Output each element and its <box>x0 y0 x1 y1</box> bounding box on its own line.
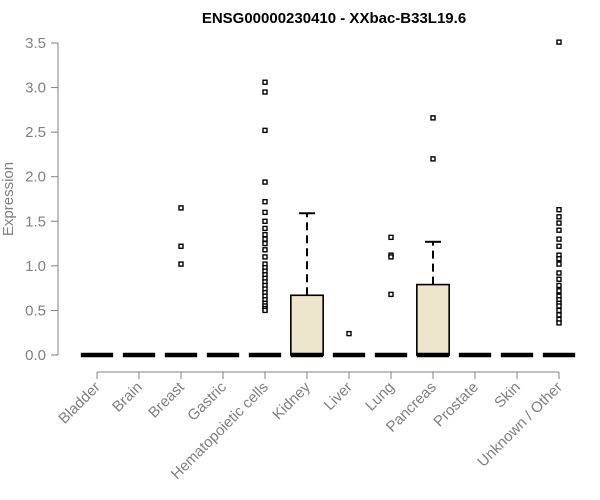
outlier-point <box>556 312 562 318</box>
outlier-point <box>178 205 184 211</box>
outlier-point <box>262 209 268 216</box>
y-tick-label: 3.5 <box>25 35 46 52</box>
outlier-point <box>262 254 268 260</box>
y-tick-label: 1.5 <box>25 213 46 230</box>
box-group <box>542 39 576 358</box>
box-body <box>416 283 450 356</box>
outlier-point <box>178 261 184 267</box>
boxes <box>80 39 576 358</box>
box-group <box>248 79 282 358</box>
box-group <box>332 330 366 358</box>
outlier-point <box>556 282 562 289</box>
outlier-point <box>178 243 184 249</box>
y-tick-label: 2.5 <box>25 124 46 141</box>
outlier-point <box>388 291 394 298</box>
outlier-point <box>556 220 562 226</box>
outlier-point <box>346 330 352 337</box>
outlier-point <box>556 206 562 213</box>
outlier-point <box>556 320 562 326</box>
outlier-point <box>556 236 562 242</box>
outlier-point <box>556 227 562 233</box>
outlier-point <box>556 243 562 249</box>
outlier-point <box>262 79 268 85</box>
box-group <box>416 115 450 358</box>
outlier-point <box>388 234 394 241</box>
y-tick-label: 1.0 <box>25 258 46 275</box>
outlier-point <box>556 256 562 262</box>
outlier-point <box>262 218 268 224</box>
y-tick-label: 3.0 <box>25 80 46 97</box>
outlier-point <box>262 247 268 253</box>
outlier-point <box>556 261 562 267</box>
outlier-point <box>556 276 562 282</box>
y-tick-label: 0.5 <box>25 302 46 319</box>
outlier-point <box>388 254 394 260</box>
box-group <box>290 212 324 358</box>
outlier-point <box>262 307 268 314</box>
y-axis: 0.0 0.5 1.0 1.5 2.0 2.5 3.0 3.5 <box>25 35 59 364</box>
outlier-point <box>430 115 436 121</box>
chart-title: ENSG00000230410 - XXbac-B33L19.6 <box>202 10 466 27</box>
x-tick-label: Liver <box>321 379 356 414</box>
box-group <box>164 205 198 358</box>
outlier-point <box>262 236 268 242</box>
x-tick-label: Prostate <box>430 379 482 431</box>
outlier-point <box>262 240 268 247</box>
outlier-point <box>556 303 562 309</box>
outlier-point <box>262 127 268 134</box>
outlier-point <box>262 198 268 205</box>
x-tick-label: Brain <box>109 379 146 416</box>
outlier-point <box>556 307 562 314</box>
outlier-point <box>556 288 562 294</box>
y-tick-label: 0.0 <box>25 347 46 364</box>
outlier-point <box>556 39 562 45</box>
x-tick-label: Lung <box>362 379 398 415</box>
y-tick-label: 2.0 <box>25 169 46 186</box>
x-tick-label: Skin <box>491 379 524 412</box>
outlier-point <box>262 225 268 232</box>
outlier-point <box>262 89 268 95</box>
x-tick-label: Bladder <box>55 379 104 428</box>
outlier-point <box>262 179 268 185</box>
y-axis-label: Expression <box>0 162 17 236</box>
outlier-point <box>556 214 562 220</box>
outlier-point <box>262 231 268 238</box>
outlier-point <box>556 270 562 276</box>
outlier-point <box>430 156 436 162</box>
box-body <box>290 294 324 356</box>
x-tick-label: Breast <box>145 378 188 421</box>
x-tick-label: Kidney <box>269 378 314 423</box>
box-group <box>374 234 408 358</box>
